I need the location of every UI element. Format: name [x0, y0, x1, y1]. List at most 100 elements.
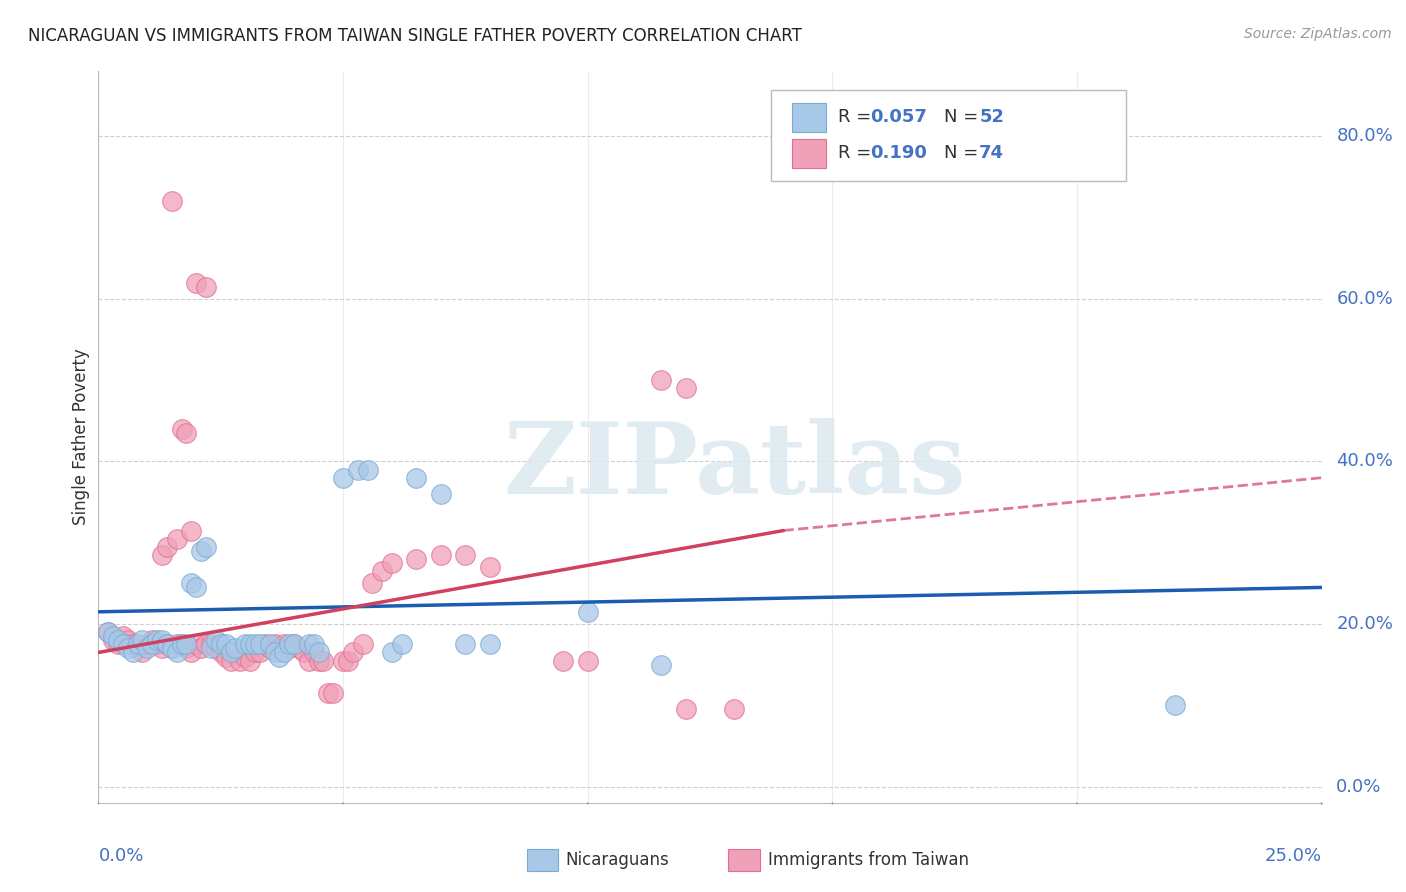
Point — [224, 641, 246, 656]
Point — [675, 381, 697, 395]
Point — [259, 637, 281, 651]
Point — [117, 633, 139, 648]
Point — [553, 654, 575, 668]
Point — [205, 641, 228, 656]
Point — [576, 654, 599, 668]
Text: N =: N = — [943, 109, 984, 127]
Point — [219, 645, 242, 659]
Point — [478, 637, 501, 651]
Point — [249, 637, 271, 651]
Point — [121, 637, 143, 651]
Text: 0.190: 0.190 — [870, 145, 927, 162]
Text: 0.0%: 0.0% — [1336, 778, 1382, 796]
Point — [176, 425, 198, 440]
Point — [405, 552, 427, 566]
Point — [405, 471, 427, 485]
Point — [111, 629, 134, 643]
Point — [1164, 698, 1187, 713]
Point — [243, 645, 266, 659]
Point — [219, 654, 242, 668]
Point — [186, 581, 208, 595]
Point — [312, 654, 335, 668]
FancyBboxPatch shape — [728, 849, 761, 871]
Point — [214, 637, 236, 651]
Point — [263, 637, 285, 651]
Point — [224, 645, 246, 659]
Point — [160, 194, 183, 209]
Point — [249, 645, 271, 659]
Text: NICARAGUAN VS IMMIGRANTS FROM TAIWAN SINGLE FATHER POVERTY CORRELATION CHART: NICARAGUAN VS IMMIGRANTS FROM TAIWAN SIN… — [28, 27, 801, 45]
Point — [200, 637, 222, 651]
Point — [195, 540, 218, 554]
Point — [278, 641, 301, 656]
Text: R =: R = — [838, 109, 877, 127]
Point — [170, 637, 193, 651]
Point — [190, 544, 212, 558]
Point — [156, 540, 179, 554]
FancyBboxPatch shape — [526, 849, 558, 871]
Point — [160, 641, 183, 656]
Point — [283, 637, 305, 651]
Point — [352, 637, 374, 651]
Point — [298, 637, 321, 651]
Point — [150, 633, 173, 648]
Point — [150, 641, 173, 656]
Point — [97, 625, 120, 640]
Point — [166, 645, 188, 659]
Point — [180, 576, 202, 591]
Point — [723, 702, 745, 716]
Text: 80.0%: 80.0% — [1336, 128, 1393, 145]
Point — [146, 637, 169, 651]
Text: Immigrants from Taiwan: Immigrants from Taiwan — [768, 851, 969, 869]
Point — [371, 564, 394, 578]
Point — [180, 645, 202, 659]
Text: 0.057: 0.057 — [870, 109, 927, 127]
Point — [180, 524, 202, 538]
Point — [259, 641, 281, 656]
Point — [273, 637, 295, 651]
Point — [381, 556, 404, 570]
Point — [156, 637, 179, 651]
Point — [166, 532, 188, 546]
Point — [332, 654, 354, 668]
Text: 74: 74 — [979, 145, 1004, 162]
Point — [141, 633, 163, 648]
Point — [336, 654, 359, 668]
Point — [136, 637, 159, 651]
Point — [322, 686, 344, 700]
Point — [346, 462, 368, 476]
Point — [186, 637, 208, 651]
Point — [356, 462, 378, 476]
Point — [430, 487, 453, 501]
Text: ZIPatlas: ZIPatlas — [503, 417, 966, 515]
Point — [381, 645, 404, 659]
Point — [160, 641, 183, 656]
Text: 20.0%: 20.0% — [1336, 615, 1393, 633]
Text: 0.0%: 0.0% — [98, 847, 143, 865]
Point — [233, 637, 256, 651]
Point — [111, 637, 134, 651]
Point — [214, 649, 236, 664]
Point — [195, 279, 218, 293]
Point — [308, 654, 330, 668]
Point — [195, 637, 218, 651]
Point — [239, 637, 262, 651]
FancyBboxPatch shape — [792, 103, 827, 132]
Point — [454, 548, 477, 562]
Point — [675, 702, 697, 716]
Point — [170, 422, 193, 436]
FancyBboxPatch shape — [772, 90, 1126, 181]
Point — [146, 633, 169, 648]
Point — [269, 649, 291, 664]
Point — [650, 373, 672, 387]
Point — [101, 629, 124, 643]
Point — [166, 637, 188, 651]
Point — [176, 637, 198, 651]
Point — [190, 641, 212, 656]
Point — [205, 633, 228, 648]
Point — [117, 641, 139, 656]
Point — [288, 641, 311, 656]
Point — [269, 641, 291, 656]
Point — [107, 637, 129, 651]
Point — [298, 654, 321, 668]
